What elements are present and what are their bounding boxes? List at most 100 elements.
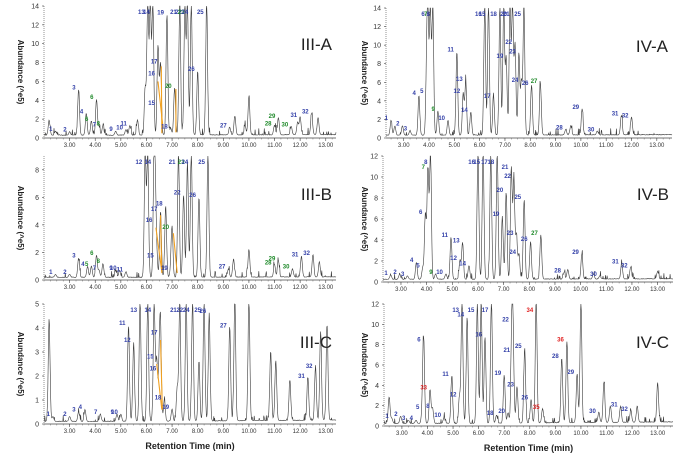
peak-label: 31 — [612, 112, 619, 118]
peak-label: 1 — [49, 270, 53, 276]
peak-label: 18 — [161, 124, 168, 130]
y-axis-label: Abundance (^e5) — [360, 41, 369, 106]
y-axis-label: Abundance (^e5) — [360, 187, 369, 252]
y-tick-label: 4 — [35, 326, 39, 333]
peak-label: 2 — [396, 122, 400, 128]
chromatogram-trace — [43, 303, 337, 423]
x-tick-label: 6.00 — [473, 431, 485, 437]
x-axis-label: Retention Time (min) — [484, 443, 573, 453]
x-tick-label: 10.00 — [573, 143, 589, 149]
peak-label: 13 — [452, 308, 459, 314]
y-tick-label: 12 — [371, 302, 379, 309]
peak-label: 3 — [72, 86, 76, 92]
peak-label: 10 — [110, 266, 117, 272]
peak-label: 32 — [622, 113, 629, 119]
peak-label: 30 — [281, 123, 288, 129]
peak-label: 15 — [147, 355, 154, 361]
x-tick-label: 4.00 — [89, 143, 101, 149]
peak-label: 1 — [49, 127, 53, 133]
x-tick-label: 3.00 — [64, 143, 76, 149]
peak-label: 17 — [151, 207, 158, 213]
peak-label: 11 — [442, 233, 449, 239]
peak-label: 35 — [533, 405, 540, 411]
peak-label: 10 — [111, 410, 118, 416]
y-tick-label: 3 — [35, 350, 39, 357]
panel-title: IV-C — [636, 333, 669, 352]
peak-label: 29 — [567, 370, 574, 376]
y-axis-label: Abundance (^e5) — [360, 333, 369, 398]
peak-label: 27 — [531, 231, 538, 237]
y-tick-label: 2 — [35, 117, 39, 124]
peak-label: 7 — [424, 12, 428, 18]
peak-label: 15 — [147, 254, 154, 260]
y-tick-label: 0 — [35, 422, 39, 429]
peak-label: 26 — [189, 193, 196, 199]
x-tick-label: 13.00 — [318, 429, 334, 435]
y-tick-label: 0 — [375, 424, 379, 431]
peak-label: 22 — [504, 174, 511, 180]
peak-label: 14 — [144, 308, 151, 314]
highlight-line — [172, 233, 178, 274]
peak-label: 5 — [416, 263, 420, 269]
x-tick-label: 4.00 — [423, 143, 435, 149]
peak-label: 32 — [621, 263, 628, 269]
y-tick-label: 0 — [377, 136, 381, 143]
peak-label: 20 — [165, 84, 172, 90]
peak-label: 8 — [426, 404, 430, 410]
peak-label: 21 — [170, 10, 177, 16]
peak-label: 16 — [150, 367, 157, 373]
peak-label: 25 — [514, 12, 521, 18]
panel-title: III-B — [301, 185, 332, 204]
x-tick-label: 3.00 — [396, 431, 408, 437]
peak-label: 2 — [393, 270, 397, 276]
peak-label: 10 — [116, 125, 123, 131]
y-tick-label: 6 — [35, 79, 39, 86]
peak-label: 19 — [161, 266, 168, 272]
peak-label: 14 — [143, 10, 150, 16]
peak-label: 19 — [497, 54, 504, 60]
peak-label: 5 — [85, 262, 89, 268]
peak-label: 25 — [197, 10, 204, 16]
peak-label: 16 — [468, 160, 475, 166]
peak-label: 8 — [426, 12, 430, 18]
y-tick-label: 2 — [35, 250, 39, 257]
peak-label: 7 — [94, 410, 98, 416]
highlight-line — [159, 339, 163, 410]
peak-label: 27 — [219, 265, 226, 271]
peak-label: 21 — [503, 12, 510, 18]
peak-label: 19 — [495, 371, 502, 377]
y-tick-label: 2 — [35, 374, 39, 381]
peak-label: 21 — [502, 165, 509, 171]
x-tick-label: 11.00 — [599, 287, 614, 293]
peak-label: 2 — [394, 412, 398, 418]
peak-label: 22 — [176, 308, 183, 314]
peak-label: 14 — [459, 261, 466, 267]
x-tick-label: 10.00 — [241, 143, 257, 149]
y-tick-label: 8 — [35, 167, 39, 174]
x-tick-label: 5.00 — [447, 431, 459, 437]
peak-label: 9 — [432, 107, 436, 113]
peak-label: 5 — [420, 89, 424, 95]
peak-label: 25 — [514, 195, 521, 201]
peak-label: 28 — [265, 122, 272, 128]
peak-label: 7 — [422, 165, 426, 171]
peak-label: 11 — [448, 47, 455, 53]
peak-label: 20 — [496, 188, 503, 194]
peak-label: 23 — [178, 160, 185, 166]
x-tick-label: 8.00 — [192, 143, 204, 149]
panel-title: III-C — [300, 333, 332, 352]
peak-label: 4 — [410, 416, 414, 422]
y-tick-label: 10 — [370, 175, 378, 182]
chromatogram-trace — [385, 7, 673, 136]
peak-label: 25 — [194, 308, 201, 314]
peak-label: 2 — [63, 412, 67, 418]
peak-label: 11 — [120, 122, 127, 128]
highlight-line — [159, 215, 163, 274]
y-tick-label: 5 — [35, 302, 39, 309]
x-tick-label: 13.00 — [318, 285, 334, 291]
y-axis-label: Abundance (^e5) — [16, 186, 25, 251]
peak-label: 3 — [404, 126, 408, 132]
peak-label: 14 — [457, 312, 464, 318]
x-tick-label: 5.00 — [115, 285, 127, 291]
